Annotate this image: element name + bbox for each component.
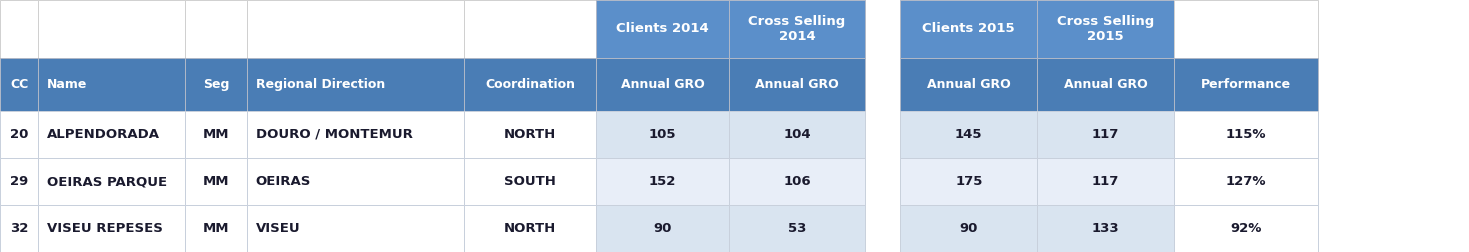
Bar <box>1174 205 1318 252</box>
Bar <box>596 58 729 111</box>
Bar <box>874 205 900 252</box>
Bar <box>247 58 464 111</box>
Text: 127%: 127% <box>1225 175 1266 188</box>
Text: 90: 90 <box>959 222 978 235</box>
Bar <box>38 158 185 205</box>
Bar <box>874 0 900 58</box>
Bar <box>729 0 865 58</box>
Bar <box>185 58 247 111</box>
Text: 152: 152 <box>649 175 676 188</box>
Text: Annual GRO: Annual GRO <box>620 78 705 91</box>
Bar <box>1037 0 1174 58</box>
Bar <box>464 0 596 58</box>
Bar <box>38 58 185 111</box>
Text: Coordination: Coordination <box>485 78 576 91</box>
Text: MM: MM <box>203 175 229 188</box>
Text: ALPENDORADA: ALPENDORADA <box>47 128 160 141</box>
Bar <box>1037 158 1174 205</box>
Bar <box>1037 205 1174 252</box>
Text: CC: CC <box>10 78 28 91</box>
Bar <box>596 111 729 158</box>
Text: 90: 90 <box>654 222 671 235</box>
Bar <box>247 205 464 252</box>
Text: 106: 106 <box>783 175 811 188</box>
Bar <box>1174 111 1318 158</box>
Bar <box>247 158 464 205</box>
Text: Clients 2014: Clients 2014 <box>616 22 710 36</box>
Text: DOURO / MONTEMUR: DOURO / MONTEMUR <box>256 128 413 141</box>
Bar <box>185 205 247 252</box>
Bar <box>0 205 38 252</box>
Bar <box>596 205 729 252</box>
Text: Annual GRO: Annual GRO <box>927 78 1011 91</box>
Bar <box>464 158 596 205</box>
Bar <box>596 0 729 58</box>
Bar <box>900 111 1037 158</box>
Bar <box>0 111 38 158</box>
Bar <box>464 111 596 158</box>
Text: 117: 117 <box>1091 175 1119 188</box>
Text: 20: 20 <box>10 128 28 141</box>
Bar <box>729 58 865 111</box>
Text: 175: 175 <box>955 175 983 188</box>
Text: VISEU REPESES: VISEU REPESES <box>47 222 163 235</box>
Text: 92%: 92% <box>1230 222 1262 235</box>
Bar <box>185 0 247 58</box>
Bar <box>38 0 185 58</box>
Bar <box>1037 111 1174 158</box>
Bar <box>1174 158 1318 205</box>
Bar <box>464 205 596 252</box>
Text: 32: 32 <box>10 222 28 235</box>
Bar <box>729 158 865 205</box>
Bar <box>874 58 900 111</box>
Bar <box>1174 0 1318 58</box>
Bar <box>247 111 464 158</box>
Text: Performance: Performance <box>1200 78 1291 91</box>
Bar <box>900 205 1037 252</box>
Bar <box>0 58 38 111</box>
Bar <box>874 158 900 205</box>
Text: MM: MM <box>203 222 229 235</box>
Text: Seg: Seg <box>203 78 229 91</box>
Text: Annual GRO: Annual GRO <box>1064 78 1147 91</box>
Text: 115%: 115% <box>1225 128 1266 141</box>
Text: SOUTH: SOUTH <box>504 175 557 188</box>
Text: NORTH: NORTH <box>504 128 557 141</box>
Text: Regional Direction: Regional Direction <box>256 78 385 91</box>
Text: Cross Selling
2014: Cross Selling 2014 <box>748 15 846 43</box>
Text: Annual GRO: Annual GRO <box>755 78 839 91</box>
Text: 145: 145 <box>955 128 983 141</box>
Bar <box>1174 58 1318 111</box>
Text: 133: 133 <box>1091 222 1119 235</box>
Bar <box>185 158 247 205</box>
Bar <box>38 111 185 158</box>
Bar <box>874 111 900 158</box>
Text: OEIRAS: OEIRAS <box>256 175 311 188</box>
Text: OEIRAS PARQUE: OEIRAS PARQUE <box>47 175 167 188</box>
Bar <box>464 58 596 111</box>
Bar <box>900 58 1037 111</box>
Bar <box>596 158 729 205</box>
Bar <box>38 205 185 252</box>
Bar <box>0 0 38 58</box>
Text: 105: 105 <box>649 128 676 141</box>
Bar <box>900 158 1037 205</box>
Text: Cross Selling
2015: Cross Selling 2015 <box>1056 15 1155 43</box>
Text: Clients 2015: Clients 2015 <box>923 22 1015 36</box>
Bar <box>729 111 865 158</box>
Text: MM: MM <box>203 128 229 141</box>
Text: 104: 104 <box>783 128 811 141</box>
Bar <box>729 205 865 252</box>
Text: 53: 53 <box>787 222 806 235</box>
Text: NORTH: NORTH <box>504 222 557 235</box>
Text: 117: 117 <box>1091 128 1119 141</box>
Text: 29: 29 <box>10 175 28 188</box>
Bar <box>900 0 1037 58</box>
Bar <box>0 158 38 205</box>
Bar <box>1037 58 1174 111</box>
Bar <box>247 0 464 58</box>
Text: VISEU: VISEU <box>256 222 300 235</box>
Text: Name: Name <box>47 78 87 91</box>
Bar <box>185 111 247 158</box>
